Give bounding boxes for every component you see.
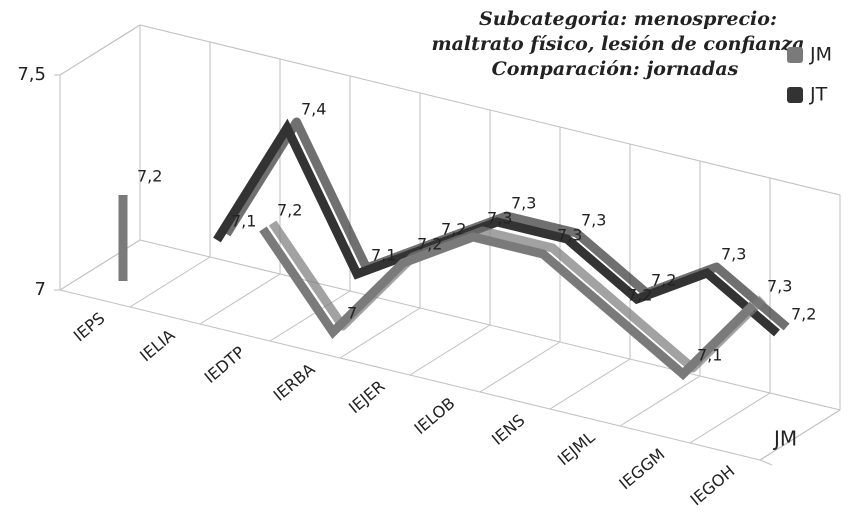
x-tick-label: IEGOH bbox=[687, 461, 739, 509]
data-label: 7,3 bbox=[487, 209, 512, 228]
data-label: 7,3 bbox=[581, 211, 606, 230]
x-tick-label: IEJML bbox=[554, 427, 599, 469]
legend-swatch bbox=[787, 87, 803, 103]
floor-line bbox=[339, 307, 421, 359]
data-label: 7,1 bbox=[371, 246, 396, 265]
legend-swatch bbox=[787, 47, 803, 63]
data-label: 7,3 bbox=[767, 277, 792, 296]
floor-line bbox=[409, 324, 491, 376]
depth-label: JM bbox=[772, 427, 797, 451]
x-tick-label: IERBA bbox=[270, 359, 319, 404]
category-axis bbox=[59, 289, 761, 461]
series-line bbox=[213, 118, 780, 337]
data-label: 7,4 bbox=[301, 100, 326, 119]
x-tick-label: IEDTP bbox=[201, 342, 249, 387]
chart-title: Subcategoria: menosprecio: bbox=[479, 8, 777, 30]
y-tick-label: 7 bbox=[35, 279, 46, 300]
grid-line bbox=[59, 24, 141, 76]
x-tick-label: IEGGM bbox=[615, 444, 668, 493]
data-label: 7,2 bbox=[651, 271, 676, 290]
data-label: 7,3 bbox=[511, 194, 536, 213]
floor-line bbox=[619, 375, 701, 427]
floor-line bbox=[479, 341, 561, 393]
floor-line bbox=[129, 256, 211, 308]
grid-line bbox=[139, 239, 841, 411]
chart-title: maltrato físico, lesión de confianza bbox=[432, 33, 805, 55]
floor-line bbox=[689, 392, 771, 444]
data-label: 7,2 bbox=[277, 201, 302, 220]
x-tick-label: IEJER bbox=[345, 376, 388, 417]
data-label: 7,2 bbox=[627, 286, 652, 305]
floor-line bbox=[549, 358, 631, 410]
grid-line bbox=[139, 24, 841, 196]
series-line bbox=[259, 226, 757, 381]
data-label: 7,2 bbox=[791, 305, 816, 324]
depth-axis bbox=[759, 409, 841, 461]
data-label: 7,2 bbox=[137, 167, 162, 186]
x-tick-label: IEPS bbox=[70, 308, 109, 345]
depth-tick bbox=[759, 459, 773, 466]
legend-label: JM bbox=[809, 44, 832, 66]
x-tick-label: IENS bbox=[488, 410, 529, 448]
floor-line bbox=[199, 273, 281, 325]
data-label: 7,1 bbox=[231, 212, 256, 231]
data-label: 7,2 bbox=[441, 220, 466, 239]
data-label: 7 bbox=[347, 304, 357, 323]
grid-line bbox=[59, 239, 141, 291]
chart-title: Comparación: jornadas bbox=[492, 58, 739, 80]
floor-line bbox=[269, 290, 351, 342]
x-tick-label: IELOB bbox=[410, 393, 458, 438]
data-label: 7,3 bbox=[557, 226, 582, 245]
data-label: 7,1 bbox=[697, 346, 722, 365]
legend-label: JT bbox=[809, 84, 828, 106]
x-tick-label: IELIA bbox=[136, 325, 178, 365]
data-label: 7,2 bbox=[417, 235, 442, 254]
data-label: 7,3 bbox=[721, 245, 746, 264]
y-tick-label: 7,5 bbox=[17, 64, 46, 85]
